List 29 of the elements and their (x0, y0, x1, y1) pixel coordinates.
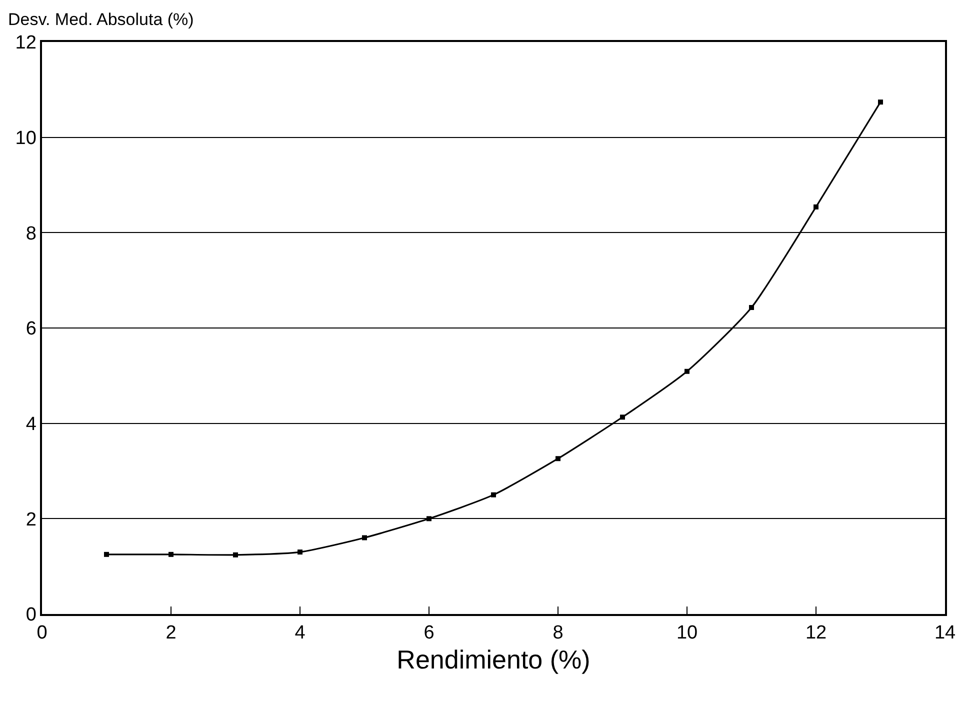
point (233, 552, 238, 558)
y-axis-title: Desv. Med. Absoluta (%) (8, 10, 194, 29)
point (749, 305, 754, 310)
point (298, 550, 302, 555)
x-tick-label: 2 (166, 622, 176, 644)
point (814, 204, 818, 210)
x-axis-title: Rendimiento (%) (396, 644, 590, 675)
point (556, 456, 560, 462)
point (426, 516, 432, 522)
y-tick-label: 4 (26, 414, 37, 435)
point (362, 535, 367, 540)
y-tick-label: 6 (26, 318, 36, 340)
point (491, 492, 496, 498)
y-tick-label: 0 (26, 604, 36, 626)
y-tick-label: 2 (26, 509, 36, 530)
y-tick-label: 8 (26, 223, 36, 244)
point (878, 100, 883, 105)
point (684, 368, 690, 374)
y-tick-label: 10 (15, 128, 36, 149)
x-tick-label: 12 (805, 622, 827, 644)
x-tick-label: 10 (676, 622, 698, 644)
point (104, 552, 109, 557)
x-tick-label: 8 (552, 622, 564, 644)
point (168, 552, 174, 557)
point (620, 414, 625, 420)
y-tick-label: 12 (15, 32, 36, 54)
x-tick-label: 4 (294, 622, 306, 644)
x-tick-label: 6 (424, 622, 434, 644)
x-tick-label: 14 (934, 622, 956, 644)
